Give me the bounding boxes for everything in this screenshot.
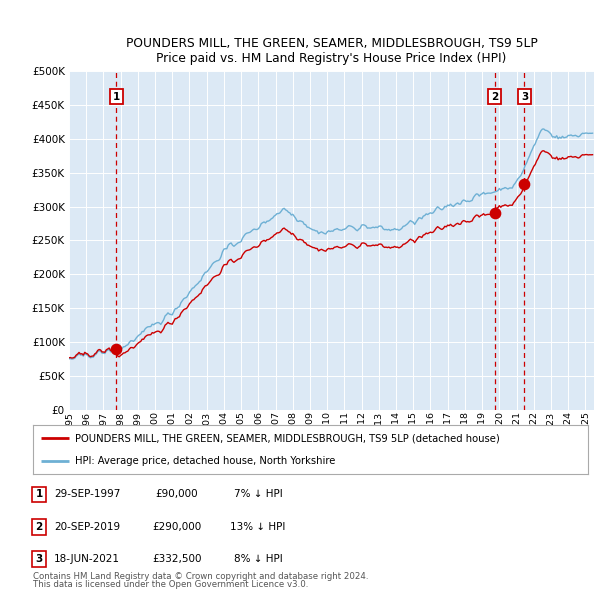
Text: £290,000: £290,000 <box>152 522 202 532</box>
Text: 3: 3 <box>35 555 43 564</box>
Text: 7% ↓ HPI: 7% ↓ HPI <box>233 490 283 499</box>
Point <box>112 345 121 354</box>
Text: 20-SEP-2019: 20-SEP-2019 <box>54 522 120 532</box>
Text: 3: 3 <box>521 91 528 101</box>
Text: 2: 2 <box>35 522 43 532</box>
Text: Contains HM Land Registry data © Crown copyright and database right 2024.: Contains HM Land Registry data © Crown c… <box>33 572 368 581</box>
Text: This data is licensed under the Open Government Licence v3.0.: This data is licensed under the Open Gov… <box>33 580 308 589</box>
Text: 8% ↓ HPI: 8% ↓ HPI <box>233 555 283 564</box>
Point <box>490 209 499 218</box>
Text: 29-SEP-1997: 29-SEP-1997 <box>54 490 120 499</box>
Point <box>520 180 529 189</box>
Text: POUNDERS MILL, THE GREEN, SEAMER, MIDDLESBROUGH, TS9 5LP (detached house): POUNDERS MILL, THE GREEN, SEAMER, MIDDLE… <box>74 434 499 444</box>
Text: £332,500: £332,500 <box>152 555 202 564</box>
Title: POUNDERS MILL, THE GREEN, SEAMER, MIDDLESBROUGH, TS9 5LP
Price paid vs. HM Land : POUNDERS MILL, THE GREEN, SEAMER, MIDDLE… <box>125 38 538 65</box>
Text: 2: 2 <box>491 91 498 101</box>
Text: 1: 1 <box>113 91 120 101</box>
Text: HPI: Average price, detached house, North Yorkshire: HPI: Average price, detached house, Nort… <box>74 455 335 466</box>
Text: £90,000: £90,000 <box>155 490 199 499</box>
Text: 1: 1 <box>35 490 43 499</box>
Text: 18-JUN-2021: 18-JUN-2021 <box>54 555 120 564</box>
Text: 13% ↓ HPI: 13% ↓ HPI <box>230 522 286 532</box>
